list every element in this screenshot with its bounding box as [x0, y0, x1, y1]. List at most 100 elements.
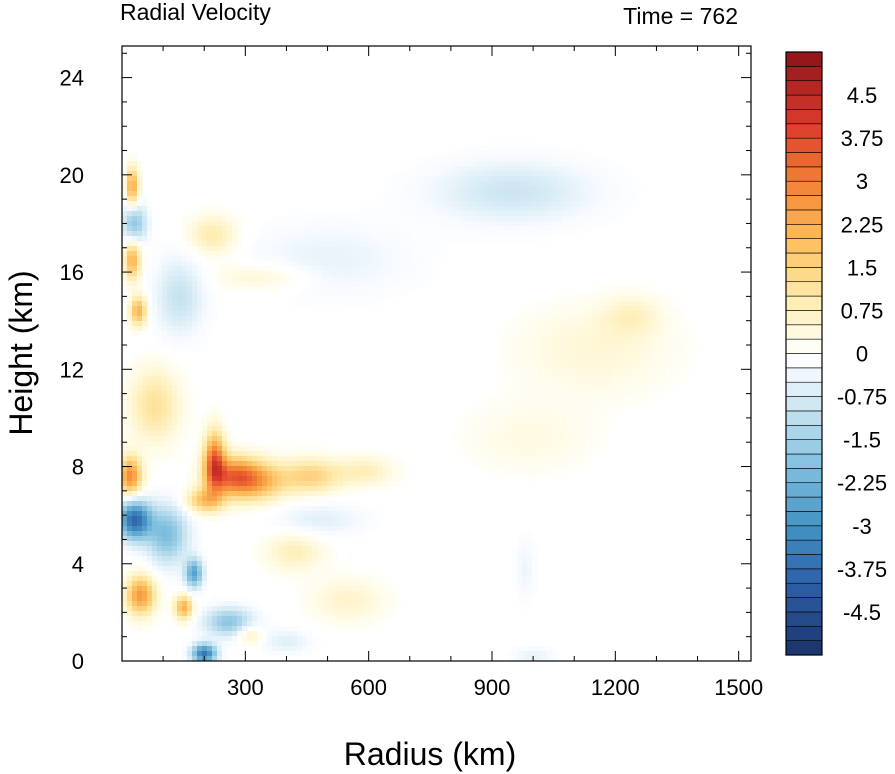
heatmap-cell-3753 — [212, 471, 218, 477]
heatmap-cell-2492 — [592, 356, 598, 362]
heatmap-cell-3979 — [212, 491, 218, 497]
heatmap-cell-3875 — [227, 481, 233, 487]
heatmap-cell-3663 — [542, 461, 548, 467]
heatmap-cell-996 — [532, 226, 538, 232]
heatmap-cell-2417 — [682, 346, 688, 352]
heatmap-cell-2768 — [157, 386, 163, 392]
heatmap-cell-71 — [422, 156, 428, 162]
heatmap-cell-4140 — [122, 511, 128, 517]
heatmap-cell-1466 — [122, 266, 128, 272]
heatmap-cell-362 — [632, 181, 638, 187]
heatmap-cell-4199 — [177, 516, 183, 522]
heatmap-cell-4993 — [327, 611, 333, 617]
heatmap-cell-2942 — [592, 401, 598, 407]
heatmap-cell-297 — [577, 176, 583, 182]
heatmap-cell-1916 — [352, 301, 358, 307]
heatmap-cell-2688 — [562, 376, 568, 382]
heatmap-cell-1141 — [387, 236, 393, 242]
heatmap-cell-793 — [427, 216, 433, 222]
heatmap-cell-841 — [192, 221, 198, 227]
heatmap-cell-1318 — [262, 251, 268, 257]
heatmap-cell-4029 — [227, 496, 233, 502]
heatmap-cell-1142 — [392, 236, 398, 242]
heatmap-cell-4657 — [167, 576, 173, 582]
heatmap-cell-3003 — [132, 411, 138, 417]
heatmap-cell-1760 — [132, 291, 138, 297]
heatmap-cell-2639 — [572, 371, 578, 377]
heatmap-cell-3408 — [322, 446, 328, 452]
heatmap-cell-4574 — [177, 566, 183, 572]
heatmap-cell-3246 — [542, 431, 548, 437]
heatmap-cell-4122 — [287, 506, 293, 512]
heatmap-cell-713 — [482, 211, 488, 217]
heatmap-cell-2576 — [512, 366, 518, 372]
heatmap-cell-152 — [607, 161, 613, 167]
heatmap-cell-102 — [577, 156, 583, 162]
heatmap-cell-994 — [522, 226, 528, 232]
heatmap-cell-18 — [492, 146, 498, 152]
heatmap-cell-2182 — [202, 326, 208, 332]
heatmap-cell-3546 — [272, 456, 278, 462]
heatmap-cell-353 — [587, 181, 593, 187]
heatmap-cell-2795 — [602, 386, 608, 392]
heatmap-cell-2924 — [502, 401, 508, 407]
heatmap-cell-2903 — [642, 396, 648, 402]
heatmap-cell-4630 — [307, 571, 313, 577]
heatmap-cell-2491 — [587, 356, 593, 362]
heatmap-cell-951 — [307, 226, 313, 232]
heatmap-cell-4589 — [297, 566, 303, 572]
heatmap-cell-660 — [137, 211, 143, 217]
heatmap-cell-4651 — [132, 576, 138, 582]
heatmap-cell-4105 — [187, 506, 193, 512]
heatmap-cell-950 — [302, 226, 308, 232]
heatmap-cell-1006 — [582, 226, 588, 232]
heatmap-cell-3228 — [452, 431, 458, 437]
heatmap-cell-4481 — [307, 551, 313, 557]
heatmap-cell-3505 — [532, 451, 538, 457]
heatmap-cell-2230 — [177, 331, 183, 337]
heatmap-cell-350 — [572, 181, 578, 187]
heatmap-cell-1062 — [417, 231, 423, 237]
heatmap-cell-107 — [602, 156, 608, 162]
heatmap-cell-4327 — [312, 531, 318, 537]
heatmap-cell-1275 — [352, 246, 358, 252]
heatmap-cell-90 — [517, 156, 523, 162]
heatmap-cell-727 — [552, 211, 558, 217]
heatmap-cell-1322 — [282, 251, 288, 257]
heatmap-cell-3993 — [282, 491, 288, 497]
heatmap-cell-1212 — [337, 241, 343, 247]
heatmap-cell-1459 — [402, 261, 408, 267]
heatmap-cell-1558 — [317, 271, 323, 277]
heatmap-cell-1038 — [297, 231, 303, 237]
heatmap-cell-3227 — [227, 431, 233, 437]
heatmap-cell-2252 — [572, 331, 578, 337]
heatmap-cell-4156 — [207, 511, 213, 517]
heatmap-cell-361 — [627, 181, 633, 187]
heatmap-cell-2929 — [527, 401, 533, 407]
heatmap-cell-539 — [382, 201, 388, 207]
heatmap-cell-1040 — [307, 231, 313, 237]
heatmap-cell-3116 — [192, 421, 198, 427]
heatmap-cell-2244 — [532, 331, 538, 337]
heatmap-cell-1002 — [562, 226, 568, 232]
heatmap-cell-1020 — [197, 231, 203, 237]
heatmap-cell-2471 — [162, 356, 168, 362]
heatmap-cell-1506 — [347, 266, 353, 272]
heatmap-cell-3286 — [472, 436, 478, 442]
heatmap-cell-9 — [532, 141, 538, 147]
heatmap-cell-4937 — [297, 606, 303, 612]
heatmap-cell-1665 — [267, 281, 273, 287]
heatmap-cell-2587 — [567, 366, 573, 372]
heatmap-cell-49 — [497, 151, 503, 157]
heatmap-cell-88 — [507, 156, 513, 162]
heatmap-cell-4602 — [522, 566, 528, 572]
heatmap-cell-4508 — [257, 556, 263, 562]
heatmap-cell-493 — [442, 196, 448, 202]
heatmap-cell-2673 — [177, 376, 183, 382]
heatmap-cell-589 — [632, 201, 638, 207]
heatmap-cell-2537 — [572, 361, 578, 367]
heatmap-cell-1280 — [377, 246, 383, 252]
heatmap-cell-4404 — [297, 541, 303, 547]
heatmap-cell-2374 — [172, 346, 178, 352]
heatmap-cell-1504 — [337, 266, 343, 272]
